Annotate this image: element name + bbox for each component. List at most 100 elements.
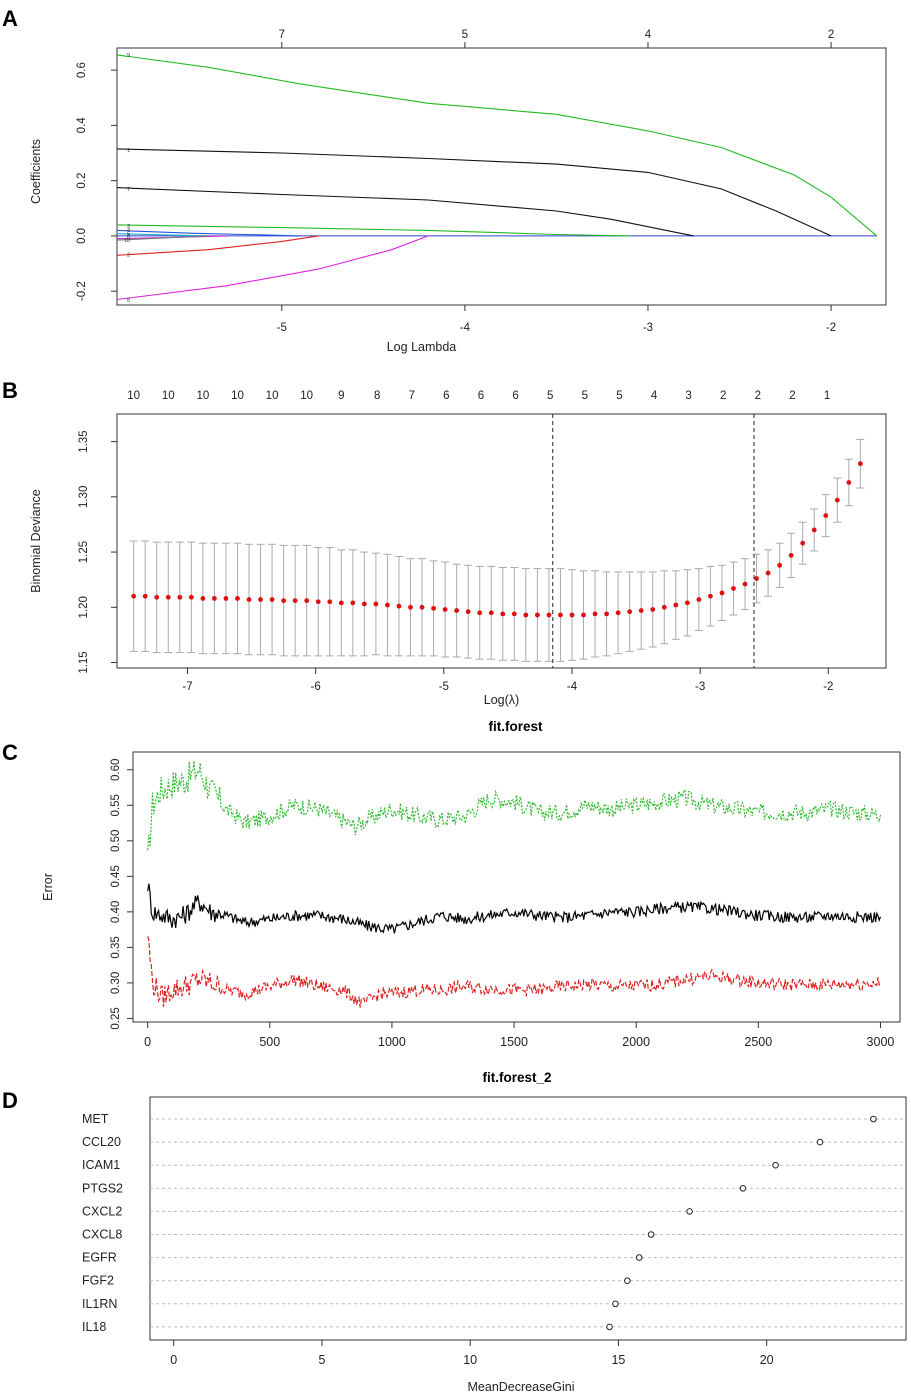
coefficient-path-5 — [116, 233, 209, 237]
mean-deviance-point — [419, 604, 425, 610]
path-end-label: 7 — [127, 187, 130, 193]
y-tick-label: 0.45 — [110, 865, 122, 887]
x-tick-label: -6 — [311, 681, 321, 693]
top-axis-df-label: 7 — [409, 390, 415, 402]
error-curve-class-red — [147, 936, 881, 1008]
x-axis-label: Log(λ) — [484, 693, 519, 707]
top-axis-df-label: 5 — [462, 29, 468, 41]
x-axis-label: MeanDecreaseGini — [468, 1380, 575, 1393]
coefficient-path-3 — [116, 224, 630, 237]
importance-point — [624, 1277, 631, 1284]
top-axis-df-label: 3 — [685, 390, 691, 402]
y-tick-label: 0.25 — [110, 1007, 122, 1029]
mean-deviance-point — [569, 612, 575, 618]
mean-deviance-point — [154, 594, 160, 600]
mean-deviance-point — [304, 598, 310, 604]
mean-deviance-point — [627, 609, 633, 615]
importance-point — [635, 1254, 643, 1261]
mean-deviance-point — [800, 540, 806, 546]
x-tick-label: 2500 — [744, 1035, 772, 1049]
y-tick-label: 1.30 — [78, 486, 90, 508]
mean-deviance-point — [269, 597, 275, 602]
mean-deviance-point — [592, 611, 598, 617]
mean-deviance-point — [442, 607, 448, 612]
mean-deviance-point — [177, 594, 183, 600]
top-axis-df-label: 8 — [374, 390, 380, 402]
x-tick-label: -3 — [643, 322, 653, 334]
mean-deviance-point — [604, 611, 609, 617]
path-end-label: 6 — [127, 234, 130, 240]
mean-deviance-point — [846, 480, 852, 485]
y-tick-label: 0.50 — [110, 830, 122, 852]
y-tick-label: 0.4 — [76, 117, 88, 134]
coefficient-path-1 — [116, 148, 832, 237]
mean-deviance-point — [223, 596, 229, 601]
y-tick-label: 1.15 — [78, 651, 90, 673]
mean-deviance-point — [212, 596, 217, 601]
coefficient-path-2 — [116, 235, 319, 256]
x-tick-label: -4 — [567, 681, 578, 693]
variable-label: FGF2 — [82, 1274, 114, 1288]
y-tick-label: -0.2 — [76, 281, 88, 301]
panel-label-d: D — [2, 1088, 18, 1113]
plot-frame — [116, 47, 887, 306]
panel-label-b: B — [2, 378, 18, 403]
variable-label: EGFR — [82, 1251, 117, 1265]
mean-deviance-point — [315, 599, 321, 605]
y-tick-label: 0.2 — [76, 173, 88, 189]
mean-deviance-point — [258, 597, 263, 602]
mean-deviance-point — [408, 604, 413, 610]
mean-deviance-point — [754, 576, 759, 581]
y-tick-label: 0.55 — [110, 794, 122, 816]
top-axis-df-label: 6 — [512, 390, 518, 402]
mean-deviance-point — [361, 601, 367, 607]
mean-deviance-point — [823, 513, 829, 518]
panel-label-c: C — [2, 740, 18, 765]
top-axis-df-label: 10 — [196, 390, 209, 402]
mean-deviance-point — [200, 596, 206, 601]
y-tick-label: 0.30 — [110, 972, 122, 994]
coefficient-path-9 — [116, 54, 878, 237]
mean-deviance-point — [327, 599, 333, 605]
importance-point — [816, 1138, 824, 1146]
x-tick-label: -2 — [823, 681, 833, 693]
top-axis-df-label: 5 — [582, 390, 588, 402]
mean-deviance-point — [546, 612, 552, 618]
top-axis-df-label: 9 — [338, 390, 344, 402]
mean-deviance-point — [684, 600, 690, 606]
coefficient-path-8 — [116, 235, 429, 301]
top-axis-df-label: 10 — [162, 390, 175, 402]
y-axis-label: Coefficients — [29, 139, 43, 204]
mean-deviance-point — [292, 598, 298, 604]
mean-deviance-point — [719, 590, 725, 596]
x-tick-label: 500 — [259, 1035, 280, 1049]
coefficient-path-10 — [116, 235, 209, 241]
panel-b-lasso-cross-validation: B -7 -6 -5 -4 -3 -2 1.15 1.20 1.25 1.30 1.35 10 10 10 1… — [2, 378, 887, 707]
mean-deviance-point — [500, 611, 506, 617]
y-tick-label: 1.25 — [78, 541, 90, 563]
y-tick-label: 1.35 — [78, 430, 90, 452]
importance-point — [612, 1300, 619, 1308]
mean-deviance-point — [465, 609, 471, 615]
x-tick-label: -3 — [695, 681, 705, 693]
mean-deviance-point — [558, 612, 563, 618]
importance-point — [739, 1185, 747, 1192]
x-tick-label: -5 — [277, 322, 287, 334]
x-tick-label: -7 — [182, 681, 192, 693]
mean-deviance-point — [638, 608, 644, 613]
x-tick-label: 1000 — [378, 1035, 406, 1049]
x-tick-label: 0 — [144, 1035, 151, 1049]
y-tick-label: 0.6 — [76, 62, 88, 78]
top-axis-df-label: 4 — [651, 390, 658, 402]
top-axis-df-label: 7 — [279, 29, 285, 41]
path-end-label: 9 — [127, 53, 130, 59]
variable-label: PTGS2 — [82, 1181, 123, 1195]
mean-deviance-point — [742, 581, 748, 587]
top-axis-df-label: 2 — [789, 390, 795, 402]
top-axis-df-label: 5 — [616, 390, 622, 402]
x-tick-label: -5 — [439, 681, 449, 693]
x-tick-label: -4 — [460, 322, 471, 334]
path-end-label: 5 — [127, 231, 130, 237]
x-tick-label: 1500 — [500, 1035, 528, 1049]
